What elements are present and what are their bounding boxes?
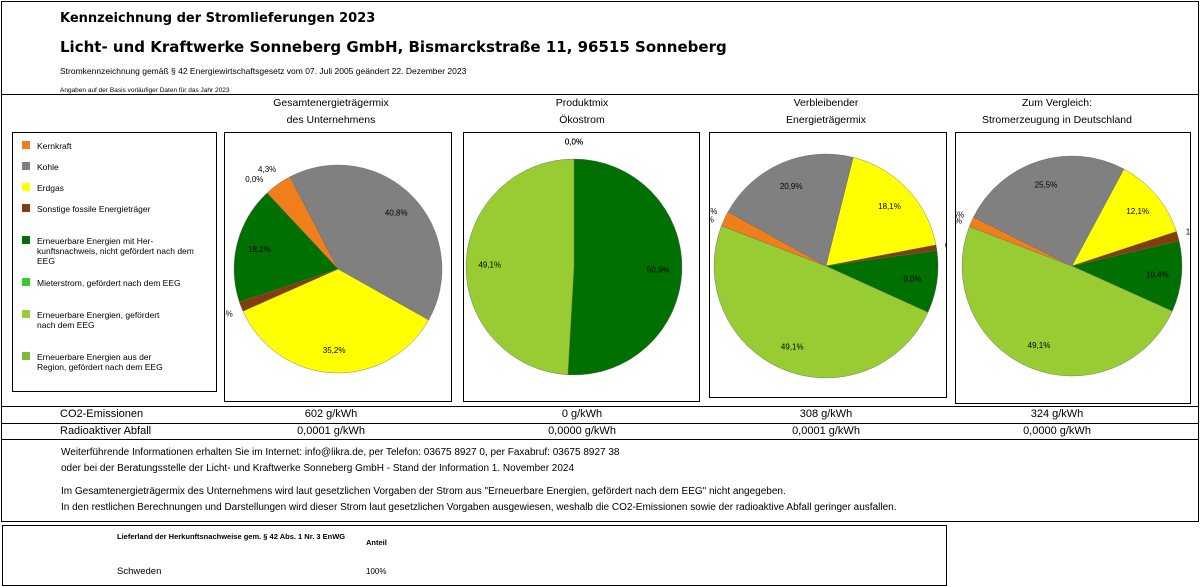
chart-title-company: Gesamtenergieträgermix des Unternehmens <box>273 97 389 126</box>
pie-slice-erdgas <box>242 268 429 374</box>
info-note-2: In den restlichen Berechnungen und Darst… <box>61 502 897 513</box>
supply-share: 100% <box>366 567 387 576</box>
pie-label-sonstige-fossile-energietr-ger: 1,5% <box>225 309 233 318</box>
pie-slice-erneuerbare-energien-gef-rdert-nach-dem- <box>713 225 929 379</box>
co2-value-remaining: 308 g/kWh <box>799 408 853 420</box>
company-address: Licht- und Kraftwerke Sonneberg GmbH, Bi… <box>60 38 727 56</box>
waste-value-eco: 0,0000 g/kWh <box>548 425 616 437</box>
supply-country: Schweden <box>117 566 162 577</box>
pie-label-kernkraft: 0,0% <box>565 138 583 147</box>
pie-label-erneuerbare-energien-mit-herkunftsnachwe: 9,0% <box>903 275 921 284</box>
row-divider <box>2 423 1198 424</box>
data-basis-note: Angaben auf der Basis vorläufiger Daten … <box>60 87 230 94</box>
pie-chart-germany: 1,5% 25,5% 12,1% 1,4% 10,4% 49,1% 0,0% <box>944 155 1200 377</box>
pie-label-erneuerbare-energien-gef-rdert-nach-dem-: 49,1% <box>781 343 804 352</box>
legend-swatch <box>22 236 30 244</box>
pie-label-erneuerbare-energien-mit-herkunftsnachwe: 50,9% <box>647 265 670 274</box>
pie-label-mieterstrom-gef-rdert-nach-dem-eeg: 0,0% <box>565 138 583 147</box>
pie-label-mieterstrom-gef-rdert-nach-dem-eeg: 0,0% <box>710 215 714 224</box>
legend-swatch <box>22 310 30 318</box>
chart-box-eco: 50,9% 49,1% 0,0% 0,0% <box>463 132 700 402</box>
pie-label-erdgas: 35,2% <box>323 346 346 355</box>
pie-label-erdgas: 12,1% <box>1126 207 1149 216</box>
pie-slice-erneuerbare-energien-gef-rdert-nach-dem- <box>961 226 1173 377</box>
waste-value-remaining: 0,0001 g/kWh <box>792 425 860 437</box>
pie-label-kohle: 40,8% <box>385 209 408 218</box>
row-divider <box>2 406 1198 407</box>
pie-slice-erneuerbare-energien-gef-rdert-nach-dem- <box>465 158 575 376</box>
document-title: Kennzeichnung der Stromlieferungen 2023 <box>60 11 376 26</box>
pie-slice-kohle <box>289 164 443 321</box>
chart-box-germany: 1,5% 25,5% 12,1% 1,4% 10,4% 49,1% 0,0% <box>944 132 1200 404</box>
info-contact: Weiterführende Informationen erhalten Si… <box>61 447 620 458</box>
legend-swatch <box>22 162 30 170</box>
chart-title-eco: Produktmix Ökostrom <box>555 97 609 126</box>
legend-box: Kernkraft Kohle Erdgas Sonstige fossile … <box>12 132 217 392</box>
pie-label-erneuerbare-energien-mit-herkunftsnachwe: 18,2% <box>248 245 271 254</box>
chart-box-remaining: 2,2%20,9%18,1%0,8%9,0%49,1%0,0% <box>696 132 963 398</box>
pie-label-kernkraft: 1,5% <box>956 211 964 220</box>
pie-chart-company: 4,3% 40,8% 35,2% 1,5% 18,2% 0,0% <box>214 164 443 374</box>
legend-swatch <box>22 183 30 191</box>
info-advice: oder bei der Beratungsstelle der Licht- … <box>61 463 575 474</box>
chart-title-germany: Zum Vergleich: Stromerzeugung in Deutschl… <box>981 97 1132 126</box>
pie-label-erneuerbare-energien-gef-rdert-nach-dem-: 49,1% <box>478 261 501 270</box>
pie-chart-eco: 50,9%49,1%0,0%0,0% <box>465 138 683 376</box>
co2-value-germany: 324 g/kWh <box>1030 408 1084 420</box>
pie-chart-remaining: 2,2%20,9%18,1%0,8%9,0%49,1%0,0% <box>696 153 963 379</box>
supply-country-table: Lieferland der Herkunftsnachweise gem. §… <box>2 525 947 586</box>
pie-label-erneuerbare-energien-gef-rdert-nach-dem-: 49,1% <box>1028 341 1051 350</box>
pie-slice-kohle <box>727 153 854 267</box>
supply-header-share: Anteil <box>366 538 387 547</box>
law-reference: Stromkennzeichnung gemäß § 42 Energiewir… <box>60 66 467 76</box>
legend-swatch <box>22 352 30 360</box>
legend-swatch <box>22 141 30 149</box>
pie-slice-erdgas <box>825 157 937 267</box>
pie-label-sonstige-fossile-energietr-ger: 1,4% <box>1186 227 1190 236</box>
pie-label-erdgas: 18,1% <box>878 202 901 211</box>
pie-slice-erdgas <box>1071 168 1177 267</box>
pie-slice-erneuerbare-energien-mit-herkunftsnachwe <box>1071 240 1183 312</box>
legend-swatch <box>22 278 30 286</box>
pie-label-mieterstrom-gef-rdert-nach-dem-eeg: 0,0% <box>245 175 263 184</box>
pie-label-kohle: 25,5% <box>1035 180 1058 189</box>
co2-value-eco: 0 g/kWh <box>561 408 603 420</box>
info-note-1: Im Gesamtenergieträgermix des Unternehme… <box>61 486 786 497</box>
waste-value-company: 0,0001 g/kWh <box>297 425 365 437</box>
co2-label: CO2-Emissionen <box>60 408 144 420</box>
supply-header-country: Lieferland der Herkunftsnachweise gem. §… <box>117 532 346 541</box>
chart-box-company: 4,3% 40,8% 35,2% 1,5% 18,2% 0,0% <box>214 132 452 402</box>
pie-label-kohle: 20,9% <box>780 182 803 191</box>
pie-label-sonstige-fossile-energietr-ger: 0,8% <box>945 241 946 250</box>
pie-label-mieterstrom-gef-rdert-nach-dem-eeg: 0,0% <box>956 216 962 225</box>
pie-slice-kohle <box>973 155 1125 267</box>
pie-slice-erneuerbare-energien-mit-herkunftsnachwe <box>567 158 683 376</box>
header-divider <box>2 94 1198 95</box>
waste-label: Radioaktiver Abfall <box>60 425 152 437</box>
pie-label-kernkraft: 4,3% <box>258 165 276 174</box>
legend-swatch <box>22 204 30 212</box>
pie-slice-erneuerbare-energien-mit-herkunftsnachwe <box>233 192 339 303</box>
row-divider <box>2 439 1198 440</box>
co2-value-company: 602 g/kWh <box>304 408 358 420</box>
waste-value-germany: 0,0000 g/kWh <box>1023 425 1091 437</box>
chart-title-remaining: Verbleibender Energieträgermix <box>786 97 866 126</box>
document-frame <box>1 1 1199 522</box>
pie-label-erneuerbare-energien-mit-herkunftsnachwe: 10,4% <box>1146 270 1169 279</box>
